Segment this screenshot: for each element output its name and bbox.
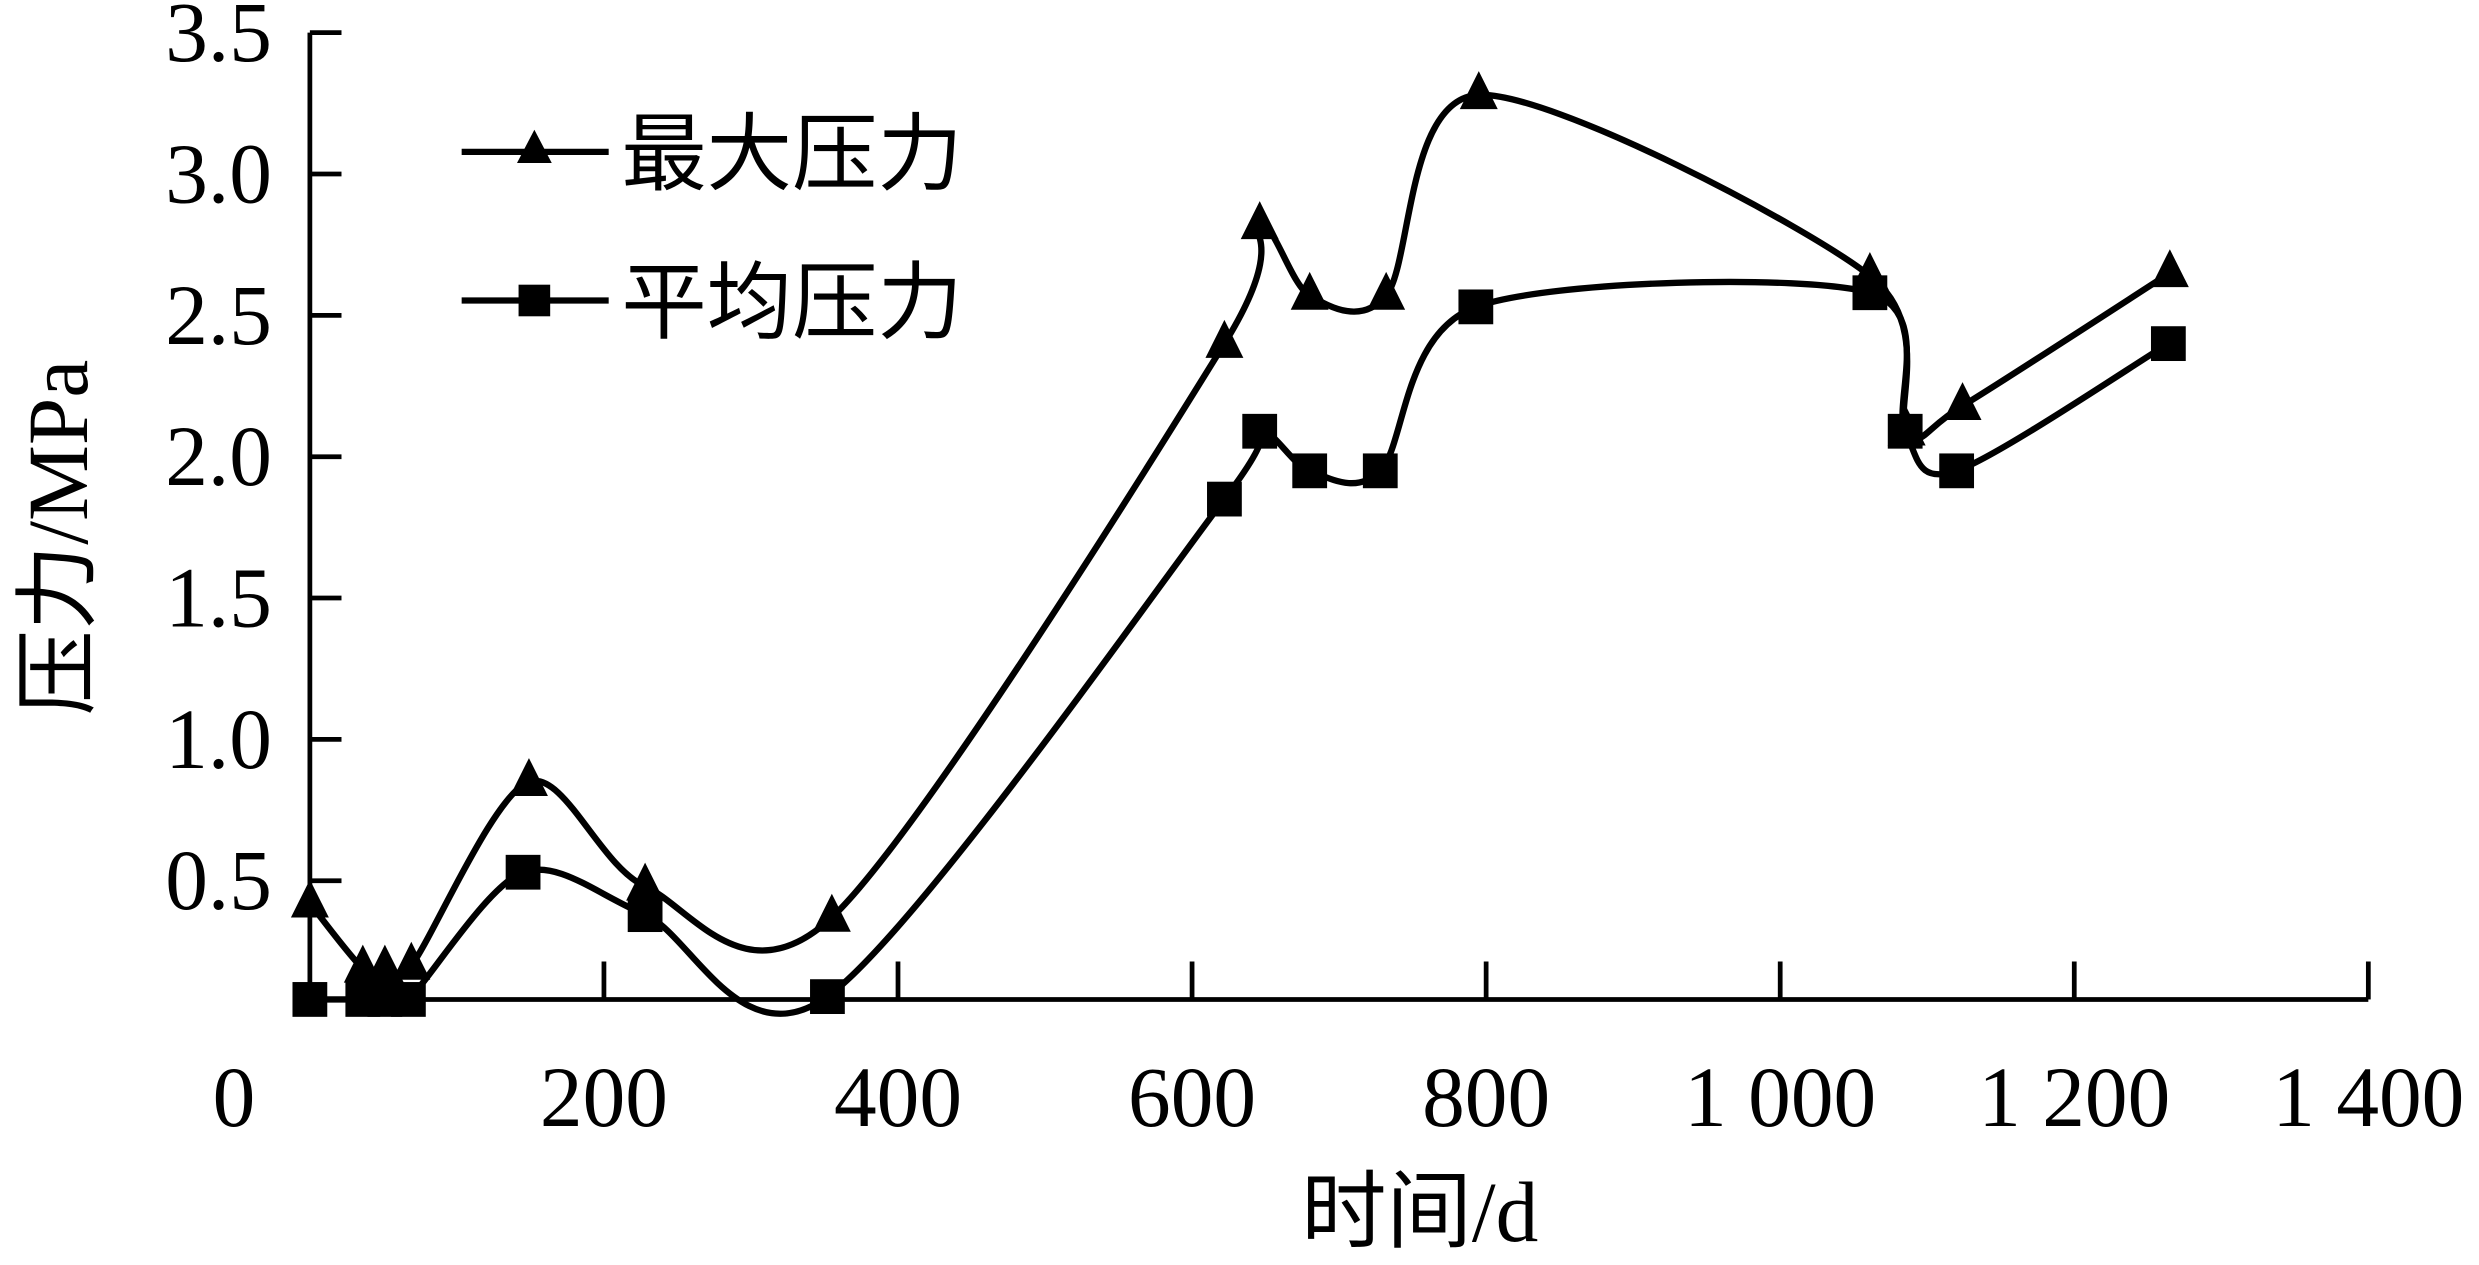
- square-marker: [627, 897, 663, 933]
- square-marker: [1887, 413, 1923, 449]
- legend-square-marker: [518, 284, 551, 317]
- x-tick-label: 800: [1422, 1051, 1550, 1145]
- axes: [307, 32, 2369, 1002]
- x-tick-label: 400: [834, 1051, 962, 1145]
- square-marker: [390, 982, 426, 1017]
- y-axis-label: 压力/MPa: [12, 360, 106, 716]
- square-marker: [292, 982, 328, 1017]
- x-tick-label: 1 000: [1684, 1051, 1876, 1145]
- triangle-marker: [365, 944, 404, 983]
- legend-label-max: 最大压力: [621, 108, 962, 202]
- triangle-marker: [812, 893, 851, 932]
- square-marker: [1362, 453, 1398, 489]
- x-tick-label: 200: [540, 1051, 668, 1145]
- x-axis-label: 时间/d: [1301, 1166, 1538, 1260]
- square-marker: [505, 854, 541, 890]
- series-line-max: [307, 91, 2172, 982]
- square-marker: [1458, 289, 1494, 325]
- y-tick-label: 2.5: [165, 269, 272, 363]
- triangle-marker: [1205, 319, 1244, 358]
- ticks: 0 200 400 600 800 1 000 1 200 1 400 0.5 1.0 1.5 2.0…: [165, 0, 2464, 1145]
- y-tick-label: 2.0: [165, 410, 272, 504]
- triangle-marker: [2150, 249, 2189, 288]
- series-line-avg: [309, 278, 2170, 1017]
- square-marker: [810, 979, 845, 1015]
- x-tick-label: 600: [1128, 1051, 1256, 1145]
- triangle-marker: [1290, 271, 1329, 310]
- x-tick-label: 0: [213, 1051, 256, 1145]
- legend-label-avg: 平均压力: [621, 257, 962, 351]
- y-tick-label: 1.0: [165, 693, 272, 787]
- x-tick-label: 1 200: [1978, 1051, 2170, 1145]
- legend-triangle-marker: [516, 129, 552, 163]
- y-tick-label: 0.5: [165, 834, 272, 928]
- y-tick-label: 3.0: [165, 127, 272, 221]
- square-marker: [1939, 453, 1975, 489]
- y-tick-label: 3.5: [165, 0, 272, 80]
- square-marker: [1292, 453, 1328, 489]
- square-marker: [1242, 413, 1278, 449]
- triangle-marker: [1240, 201, 1279, 240]
- legend: 最大压力 平均压力: [461, 108, 963, 351]
- square-marker: [2150, 326, 2186, 362]
- square-marker: [1207, 481, 1242, 517]
- triangle-marker: [509, 758, 548, 797]
- x-tick-label: 1 400: [2272, 1051, 2464, 1145]
- square-marker: [1852, 275, 1888, 311]
- series: [290, 71, 2189, 1017]
- triangle-marker: [392, 941, 431, 980]
- triangle-marker: [290, 879, 329, 918]
- triangle-marker: [1459, 71, 1498, 110]
- triangle-marker: [1943, 382, 1982, 421]
- y-tick-label: 1.5: [165, 551, 272, 645]
- triangle-marker: [1367, 271, 1406, 310]
- triangle-marker: [626, 862, 665, 901]
